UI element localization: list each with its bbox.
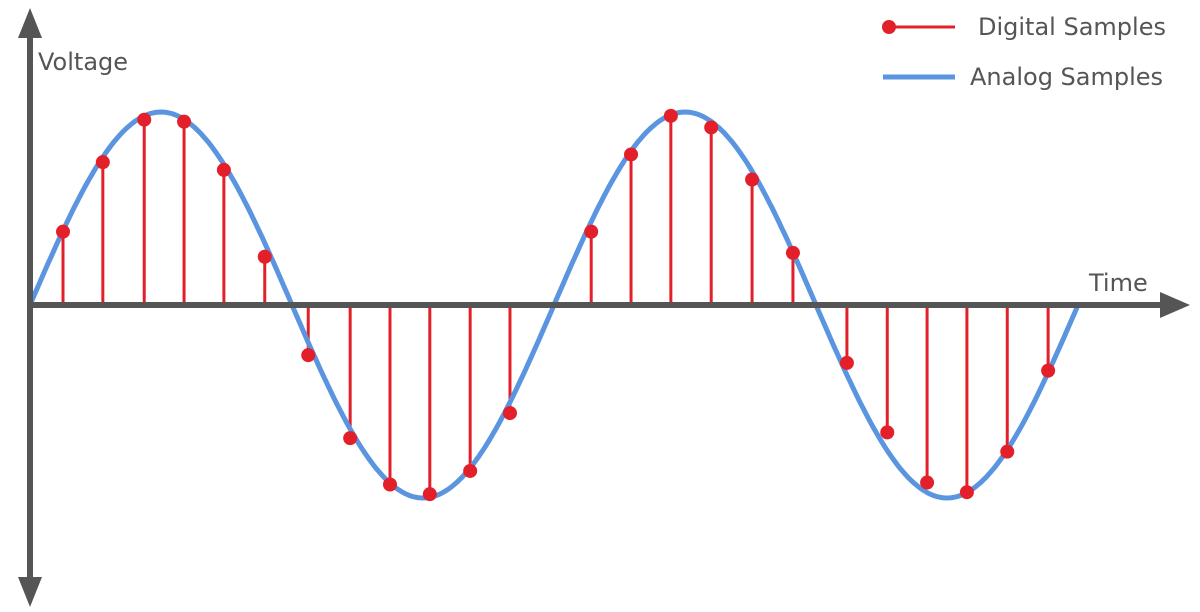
sample-point [343, 431, 358, 446]
sample-point [663, 108, 678, 123]
x-axis-arrow [1160, 292, 1190, 318]
sample-point [880, 425, 895, 440]
sample-point [257, 249, 272, 264]
sample-point [422, 487, 437, 502]
legend-digital-label: Digital Samples [978, 13, 1166, 41]
y-axis-label: Voltage [38, 48, 128, 76]
digital-samples [61, 115, 1050, 495]
sample-point [704, 120, 719, 135]
x-axis-label: Time [1088, 269, 1148, 297]
sample-point [624, 147, 639, 162]
sample-point [137, 112, 152, 127]
axes [18, 8, 1190, 607]
sample-point [584, 224, 599, 239]
sample-point [216, 162, 231, 177]
sample-point [745, 172, 760, 187]
sample-point [177, 114, 192, 129]
sample-point [785, 245, 800, 260]
sample-point [959, 485, 974, 500]
legend: Digital Samples Analog Samples [882, 13, 1166, 91]
legend-analog-label: Analog Samples [970, 63, 1163, 91]
sample-point [1041, 363, 1056, 378]
sample-point [1000, 444, 1015, 459]
legend-digital-dot [882, 20, 896, 34]
sample-point [382, 477, 397, 492]
sample-point [56, 224, 71, 239]
y-axis-arrow-down [18, 577, 42, 607]
sample-point [463, 463, 478, 478]
y-axis-arrow-up [18, 8, 42, 38]
sample-point [920, 475, 935, 490]
digital-sample-dots [56, 108, 1056, 502]
sample-point [502, 406, 517, 421]
sample-point [839, 355, 854, 370]
sample-point [95, 155, 110, 170]
sample-point [301, 348, 316, 363]
